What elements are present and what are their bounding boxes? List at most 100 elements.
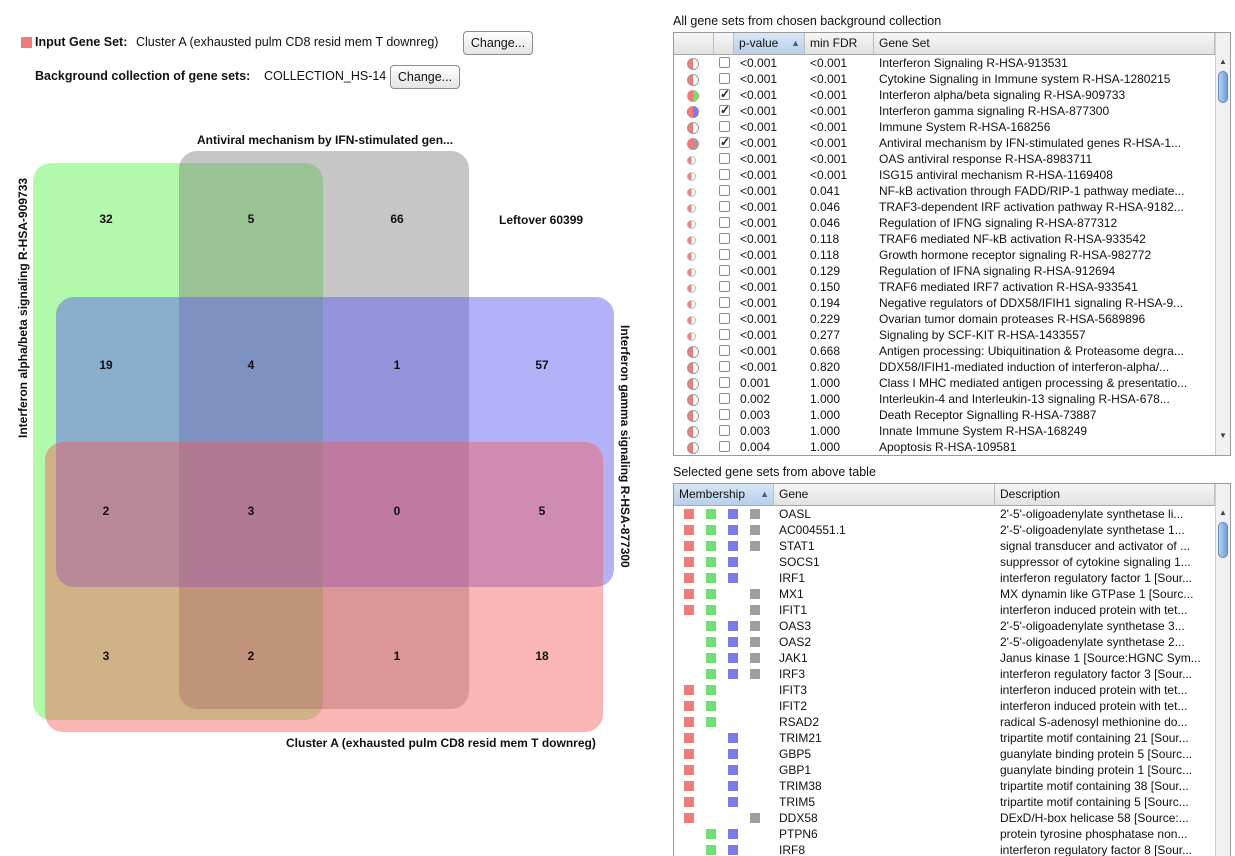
column-header-checkbox[interactable] xyxy=(714,33,734,54)
select-gene-set-checkbox[interactable] xyxy=(719,153,730,164)
selected-gene-row[interactable]: TRIM5 tripartite motif containing 5 [Sour… xyxy=(674,794,1215,810)
selected-gene-row[interactable]: IFIT1 interferon induced protein with tet… xyxy=(674,602,1215,618)
selected-gene-row[interactable]: RSAD2 radical S-adenosyl methionine do... xyxy=(674,714,1215,730)
gene-set-row[interactable]: <0.001 <0.001 Immune System R-HSA-168256 xyxy=(674,119,1215,135)
gene-set-row[interactable]: <0.001 <0.001 ISG15 antiviral mechanism R-… xyxy=(674,167,1215,183)
gene-set-row[interactable]: 0.002 1.000 Interleukin-4 and Interleukin-… xyxy=(674,391,1215,407)
select-gene-set-checkbox[interactable] xyxy=(719,377,730,388)
select-gene-set-checkbox[interactable]: ✓ xyxy=(719,135,731,149)
gene-set-row[interactable]: <0.001 0.046 Regulation of IFNG signaling … xyxy=(674,215,1215,231)
selected-gene-row[interactable]: GBP1 guanylate binding protein 1 [Sourc..… xyxy=(674,762,1215,778)
gene-set-row[interactable]: ✓ <0.001 <0.001 Antiviral mechanism by IFN-… xyxy=(674,135,1215,151)
select-gene-set-checkbox[interactable] xyxy=(719,313,730,324)
selected-gene-row[interactable]: IFIT3 interferon induced protein with tet… xyxy=(674,682,1215,698)
selected-gene-row[interactable]: SOCS1 suppressor of cytokine signaling 1.… xyxy=(674,554,1215,570)
scroll-up-arrow-icon[interactable]: ▲ xyxy=(1219,508,1227,517)
selected-gene-row[interactable]: OAS2 2'-5'-oligoadenylate synthetase 2... xyxy=(674,634,1215,650)
gene-set-row[interactable]: <0.001 <0.001 Interferon Signaling R-HSA-9… xyxy=(674,55,1215,71)
column-header-min-fdr[interactable]: min FDR xyxy=(805,33,874,54)
selected-gene-row[interactable]: OAS3 2'-5'-oligoadenylate synthetase 3... xyxy=(674,618,1215,634)
gene-set-row[interactable]: <0.001 <0.001 Cytokine Signaling in Immune… xyxy=(674,71,1215,87)
venn-set-antiviral-mechanism[interactable] xyxy=(179,151,469,709)
scroll-down-arrow-icon[interactable]: ▼ xyxy=(1219,431,1227,440)
gene-set-row[interactable]: 0.003 1.000 Death Receptor Signalling R-HS… xyxy=(674,407,1215,423)
column-header-membership-dot[interactable] xyxy=(674,33,714,54)
selected-gene-row[interactable]: IRF8 interferon regulatory factor 8 [Sour… xyxy=(674,842,1215,856)
gene-set-row[interactable]: <0.001 0.229 Ovarian tumor domain protease… xyxy=(674,311,1215,327)
gene-set-name-cell: Innate Immune System R-HSA-168249 xyxy=(879,424,1088,438)
change-input-button[interactable]: Change... xyxy=(463,31,533,55)
gene-set-row[interactable]: <0.001 0.041 NF-kB activation through FADD… xyxy=(674,183,1215,199)
gene-set-row[interactable]: <0.001 <0.001 OAS antiviral response R-HSA… xyxy=(674,151,1215,167)
select-gene-set-checkbox[interactable] xyxy=(719,169,730,180)
select-gene-set-checkbox[interactable] xyxy=(719,57,730,68)
column-header-gene[interactable]: Gene xyxy=(774,484,995,505)
select-gene-set-checkbox[interactable] xyxy=(719,217,730,228)
selected-gene-row[interactable]: AC004551.1 2'-5'-oligoadenylate synthetas… xyxy=(674,522,1215,538)
gene-set-row[interactable]: <0.001 0.118 Growth hormone receptor signa… xyxy=(674,247,1215,263)
scroll-thumb[interactable] xyxy=(1218,71,1228,103)
selected-gene-row[interactable]: DDX58 DExD/H-box helicase 58 [Source:... xyxy=(674,810,1215,826)
column-header-gene-set[interactable]: Gene Set xyxy=(874,33,1215,54)
select-gene-set-checkbox[interactable] xyxy=(719,425,730,436)
gene-set-row[interactable]: <0.001 0.668 Antigen processing: Ubiquitin… xyxy=(674,343,1215,359)
selected-gene-row[interactable]: TRIM21 tripartite motif containing 21 [So… xyxy=(674,730,1215,746)
select-gene-set-checkbox[interactable]: ✓ xyxy=(719,103,731,117)
fdr-cell: <0.001 xyxy=(810,104,848,118)
select-gene-set-checkbox[interactable] xyxy=(719,409,730,420)
select-gene-set-checkbox[interactable] xyxy=(719,73,730,84)
column-header-membership[interactable]: Membership ▲ xyxy=(674,484,774,505)
select-gene-set-checkbox[interactable] xyxy=(719,121,730,132)
selected-gene-row[interactable]: TRIM38 tripartite motif containing 38 [So… xyxy=(674,778,1215,794)
gene-set-row[interactable]: <0.001 0.129 Regulation of IFNA signaling … xyxy=(674,263,1215,279)
gene-set-row[interactable]: <0.001 0.150 TRAF6 mediated IRF7 activatio… xyxy=(674,279,1215,295)
selected-genes-scrollbar[interactable]: ▲ xyxy=(1215,484,1230,856)
gene-set-row[interactable]: 0.004 1.000 Apoptosis R-HSA-109581 xyxy=(674,439,1215,455)
select-gene-set-checkbox[interactable] xyxy=(719,185,730,196)
select-gene-set-checkbox[interactable] xyxy=(719,281,730,292)
change-background-button[interactable]: Change... xyxy=(390,65,460,89)
select-gene-set-checkbox[interactable] xyxy=(719,233,730,244)
select-gene-set-checkbox[interactable] xyxy=(719,265,730,276)
select-gene-set-checkbox[interactable] xyxy=(719,329,730,340)
select-gene-set-checkbox[interactable] xyxy=(719,441,730,452)
gene-set-row[interactable]: ✓ <0.001 <0.001 Interferon alpha/beta signa… xyxy=(674,87,1215,103)
ifn-alpha-beta-member-icon xyxy=(706,637,716,647)
selected-gene-row[interactable]: MX1 MX dynamin like GTPase 1 [Sourc... xyxy=(674,586,1215,602)
ifn-alpha-beta-member-icon xyxy=(706,525,716,535)
selected-gene-row[interactable]: IRF3 interferon regulatory factor 3 [Sour… xyxy=(674,666,1215,682)
gene-set-row[interactable]: <0.001 0.820 DDX58/IFIH1-mediated inductio… xyxy=(674,359,1215,375)
select-gene-set-checkbox[interactable]: ✓ xyxy=(719,87,731,101)
venn-count: 0 xyxy=(393,504,401,518)
select-gene-set-checkbox[interactable] xyxy=(719,345,730,356)
gene-set-row[interactable]: 0.003 1.000 Innate Immune System R-HSA-168… xyxy=(674,423,1215,439)
select-gene-set-checkbox[interactable] xyxy=(719,361,730,372)
gene-sets-scrollbar[interactable]: ▲ ▼ xyxy=(1215,33,1230,455)
select-gene-set-checkbox[interactable] xyxy=(719,297,730,308)
selected-gene-row[interactable]: JAK1 Janus kinase 1 [Source:HGNC Sym... xyxy=(674,650,1215,666)
selected-gene-row[interactable]: OASL 2'-5'-oligoadenylate synthetase li..… xyxy=(674,506,1215,522)
selected-gene-row[interactable]: IFIT2 interferon induced protein with tet… xyxy=(674,698,1215,714)
gene-set-name-cell: OAS antiviral response R-HSA-8983711 xyxy=(879,152,1093,166)
selected-gene-row[interactable]: PTPN6 protein tyrosine phosphatase non... xyxy=(674,826,1215,842)
selected-gene-row[interactable]: GBP5 guanylate binding protein 5 [Sourc..… xyxy=(674,746,1215,762)
select-gene-set-checkbox[interactable] xyxy=(719,393,730,404)
venn-set-interferon-alpha-beta[interactable] xyxy=(33,163,323,720)
ifn-gamma-member-icon xyxy=(728,541,738,551)
select-gene-set-checkbox[interactable] xyxy=(719,249,730,260)
gene-set-row[interactable]: <0.001 0.046 TRAF3-dependent IRF activatio… xyxy=(674,199,1215,215)
gene-set-row[interactable]: ✓ <0.001 <0.001 Interferon gamma signaling … xyxy=(674,103,1215,119)
gene-set-row[interactable]: <0.001 0.277 Signaling by SCF-KIT R-HSA-14… xyxy=(674,327,1215,343)
venn-set-cluster-a[interactable] xyxy=(45,442,603,732)
selected-gene-row[interactable]: IRF1 interferon regulatory factor 1 [Sour… xyxy=(674,570,1215,586)
venn-set-interferon-gamma[interactable] xyxy=(56,297,614,587)
gene-set-row[interactable]: <0.001 0.194 Negative regulators of DDX58/… xyxy=(674,295,1215,311)
select-gene-set-checkbox[interactable] xyxy=(719,201,730,212)
gene-set-row[interactable]: <0.001 0.118 TRAF6 mediated NF-kB activati… xyxy=(674,231,1215,247)
scroll-thumb[interactable] xyxy=(1218,522,1228,558)
selected-gene-row[interactable]: STAT1 signal transducer and activator of … xyxy=(674,538,1215,554)
column-header-description[interactable]: Description xyxy=(995,484,1215,505)
column-header-pvalue[interactable]: p-value ▲ xyxy=(734,33,805,54)
scroll-up-arrow-icon[interactable]: ▲ xyxy=(1219,57,1227,66)
gene-set-row[interactable]: 0.001 1.000 Class I MHC mediated antigen p… xyxy=(674,375,1215,391)
